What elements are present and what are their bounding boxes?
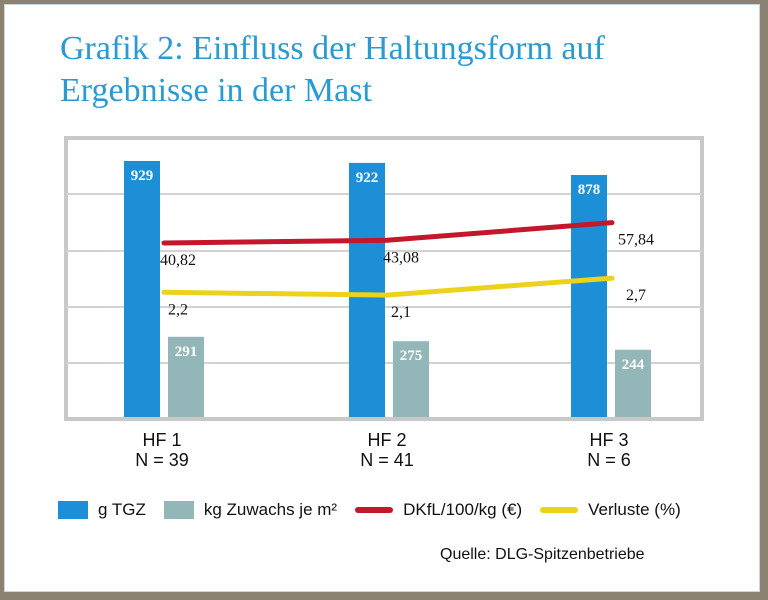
x-label-hf3: HF 3 N = 6 — [549, 430, 669, 470]
data-labels-layer: 929 922 878 291 275 244 40,82 43,08 57,84 2,2 2,1 2… — [131, 168, 654, 373]
legend-label-tgz: g TGZ — [98, 500, 146, 519]
legend-label-verluste: Verluste (%) — [588, 500, 681, 519]
line-label-verluste-2: 2,1 — [391, 304, 411, 321]
bar-label-tgz-3: 878 — [578, 182, 601, 198]
line-label-dkfl-2: 43,08 — [383, 249, 419, 266]
line-label-dkfl-3: 57,84 — [618, 232, 654, 249]
line-label-verluste-3: 2,7 — [626, 287, 646, 304]
bar-tgz-2 — [349, 162, 385, 417]
category-name: HF 2 — [367, 430, 407, 450]
bar-zuwachs-3 — [615, 349, 651, 417]
legend-item-tgz: g TGZ — [58, 500, 146, 520]
line-verluste — [161, 275, 615, 298]
bar-label-zuwachs-3: 244 — [622, 357, 645, 373]
category-count: N = 39 — [135, 450, 189, 470]
bar-label-tgz-1: 929 — [131, 168, 154, 184]
bar-tgz-1 — [124, 160, 160, 418]
legend-label-dkfl: DKfL/100/kg (€) — [403, 500, 523, 519]
chart-title: Grafik 2: Einfluss der Haltungsform auf … — [60, 28, 720, 112]
bar-label-zuwachs-2: 275 — [400, 348, 423, 364]
legend-item-verluste: Verluste (%) — [540, 500, 681, 520]
category-name: HF 1 — [142, 430, 182, 450]
legend-swatch-dkfl — [355, 507, 394, 513]
legend-swatch-zuwachs — [163, 501, 194, 519]
source-note: Quelle: DLG-Spitzenbetriebe — [440, 546, 645, 563]
bar-label-tgz-2: 922 — [356, 170, 379, 186]
line-dkfl — [161, 220, 615, 246]
category-count: N = 6 — [587, 450, 631, 470]
lines-layer — [161, 220, 615, 298]
line-label-dkfl-1: 40,82 — [160, 252, 196, 269]
category-count: N = 41 — [360, 450, 414, 470]
legend: g TGZ kg Zuwachs je m² DKfL/100/kg (€) V… — [58, 497, 699, 523]
bar-zuwachs-1 — [168, 336, 204, 417]
bar-zuwachs-2 — [393, 341, 429, 417]
category-name: HF 3 — [589, 430, 629, 450]
bars-layer — [124, 160, 651, 418]
chart-title-line-2: Ergebnisse in der Mast — [60, 72, 372, 109]
legend-label-zuwachs: kg Zuwachs je m² — [203, 500, 338, 519]
chart-title-line-1: Grafik 2: Einfluss der Haltungsform auf — [60, 30, 605, 67]
bar-tgz-3 — [571, 175, 607, 417]
bar-label-zuwachs-1: 291 — [175, 344, 198, 360]
x-label-hf1: HF 1 N = 39 — [102, 430, 222, 470]
x-label-hf2: HF 2 N = 41 — [327, 430, 447, 470]
legend-swatch-tgz — [58, 501, 88, 519]
legend-swatch-verluste — [540, 507, 579, 513]
line-label-verluste-1: 2,2 — [168, 301, 188, 318]
legend-item-zuwachs: kg Zuwachs je m² — [163, 500, 338, 520]
legend-item-dkfl: DKfL/100/kg (€) — [355, 500, 522, 520]
